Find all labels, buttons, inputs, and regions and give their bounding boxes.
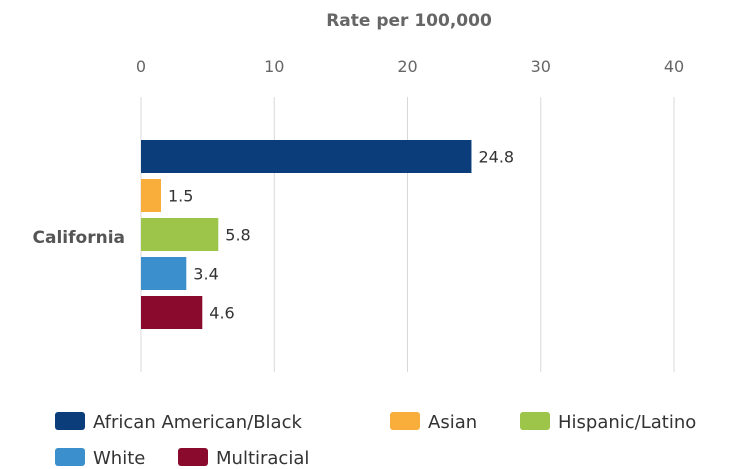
- data-label-multiracial: 4.6: [209, 304, 234, 323]
- x-axis-title: Rate per 100,000: [326, 11, 492, 31]
- data-label-african-american-black: 24.8: [478, 148, 514, 167]
- legend: African American/Black Asian Hispanic/Lati…: [55, 412, 696, 469]
- legend-swatch-hispanic-latino: [520, 412, 550, 430]
- x-tick-label-30: 30: [531, 57, 551, 76]
- legend-label-african-american-black: African American/Black: [93, 412, 302, 433]
- x-tick-label-10: 10: [264, 57, 284, 76]
- legend-label-multiracial: Multiracial: [216, 448, 309, 469]
- bar-white: [141, 257, 187, 290]
- data-labels: 24.8 1.5 5.8 3.4 4.6: [168, 148, 514, 323]
- legend-swatch-asian: [390, 412, 420, 430]
- legend-swatch-multiracial: [178, 448, 208, 466]
- grid-lines: [140, 97, 675, 372]
- bar-multiracial: [141, 296, 203, 329]
- category-label-california: California: [33, 228, 125, 248]
- data-label-white: 3.4: [193, 265, 218, 284]
- legend-swatch-african-american-black: [55, 412, 85, 430]
- legend-label-asian: Asian: [428, 412, 477, 433]
- bars: [141, 140, 472, 329]
- x-tick-label-0: 0: [136, 57, 146, 76]
- legend-swatch-white: [55, 448, 85, 466]
- x-axis-ticks: 0 10 20 30 40: [136, 57, 684, 76]
- bar-hispanic-latino: [141, 218, 219, 251]
- bar-african-american-black: [141, 140, 472, 173]
- x-tick-label-20: 20: [397, 57, 417, 76]
- data-label-hispanic-latino: 5.8: [225, 226, 250, 245]
- x-tick-label-40: 40: [664, 57, 684, 76]
- bar-asian: [141, 179, 161, 212]
- data-label-asian: 1.5: [168, 187, 193, 206]
- legend-label-hispanic-latino: Hispanic/Latino: [558, 412, 696, 433]
- legend-label-white: White: [93, 448, 145, 469]
